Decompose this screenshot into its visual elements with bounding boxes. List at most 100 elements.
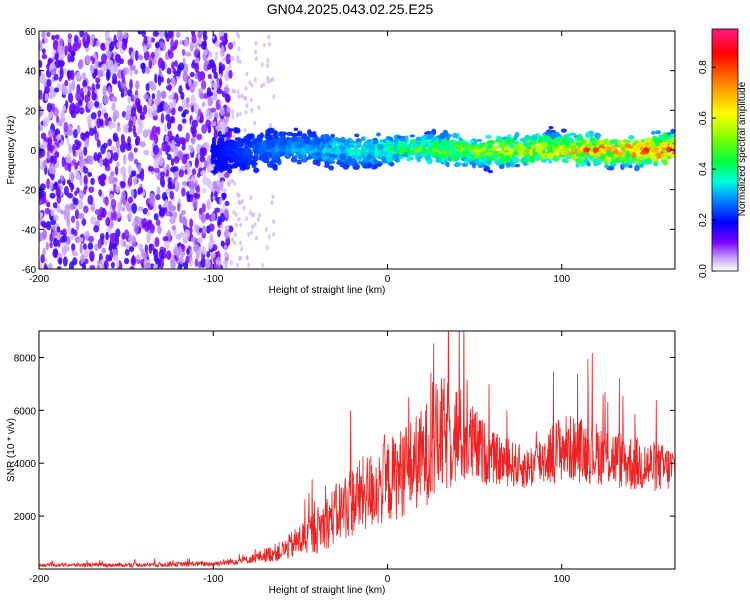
spectrogram-cell: [191, 33, 197, 44]
spectrogram-cell: [230, 178, 234, 184]
spectrogram-cell: [222, 259, 226, 265]
spectrogram-cell: [253, 221, 257, 227]
spectrogram-cell: [82, 86, 89, 94]
spectrogram-cell: [324, 160, 330, 166]
spectrogram-cell: [165, 250, 172, 261]
spectrogram-cell: [84, 31, 89, 38]
spectrogram-cell: [194, 73, 198, 80]
spectrogram-cell: [303, 145, 311, 152]
spectrogram-xtick-label: -200: [29, 274, 49, 285]
spectrogram-cell: [396, 143, 404, 150]
spectrogram-cell: [653, 156, 658, 163]
spectrogram-cell: [91, 57, 95, 65]
spectrogram-cell: [221, 172, 225, 178]
spectrogram-cell: [152, 31, 159, 38]
spectrogram-cell: [198, 207, 203, 215]
spectrogram-cell: [213, 71, 218, 80]
spectrogram-cell: [78, 189, 84, 200]
spectrogram-cell: [44, 207, 51, 215]
spectrogram-cell: [193, 49, 199, 58]
spectrogram-cell: [297, 152, 302, 156]
spectrogram-cell: [221, 162, 228, 168]
spectrogram-cell: [233, 180, 237, 186]
spectrogram-cell: [628, 164, 633, 169]
spectrogram-cell: [164, 135, 169, 143]
spectrogram-cell: [604, 137, 609, 144]
spectrogram-cell: [120, 181, 126, 189]
spectrogram-cell: [440, 138, 448, 144]
spectrogram-cell: [356, 155, 362, 162]
spectrogram-cell: [307, 155, 313, 160]
spectrogram-cell: [296, 143, 303, 149]
spectrogram-cell: [59, 59, 64, 67]
spectrogram-cell: [97, 110, 102, 118]
spectrogram-cell: [603, 164, 610, 169]
spectrogram-cell: [52, 202, 58, 209]
spectrogram-cell: [158, 31, 165, 38]
spectrogram-cell: [495, 139, 500, 143]
spectrogram-cell: [266, 63, 270, 69]
spectrogram-cell: [654, 130, 662, 135]
spectrogram-cell: [131, 221, 136, 227]
spectrogram-cell: [484, 165, 491, 172]
spectrogram-cell: [83, 131, 90, 138]
spectrogram-cell: [84, 258, 89, 265]
spectrogram-cell: [226, 95, 231, 102]
spectrogram-cell: [224, 263, 228, 269]
spectrogram-cell: [666, 131, 672, 136]
spectrogram-cell: [242, 95, 246, 101]
spectrogram-cell: [290, 143, 296, 149]
spectrogram-cell: [168, 101, 174, 110]
spectrogram-cell: [181, 181, 188, 187]
spectrogram-cell: [185, 101, 190, 109]
colorbar-label: Normalized spectral amplitude: [737, 81, 748, 216]
spectrogram-cell: [145, 83, 150, 92]
spectrogram-cell: [156, 126, 161, 136]
spectrogram-xlabel: Height of straight line (km): [269, 285, 386, 296]
spectrogram-cell: [220, 134, 227, 138]
colorbar-tick-label: 0.0: [698, 264, 709, 278]
spectrogram-cell: [201, 245, 206, 256]
spectrogram-cell: [409, 134, 416, 138]
spectrogram-cell: [90, 177, 95, 186]
spectrogram-cell: [120, 91, 125, 98]
spectrogram-cell: [40, 132, 47, 140]
spectrogram-cell: [127, 152, 135, 162]
spectrogram-cell: [72, 158, 76, 165]
spectrogram-cell: [139, 141, 146, 148]
spectrogram-cell: [122, 68, 126, 77]
spectrogram-cell: [125, 142, 132, 152]
spectrogram-cell: [67, 71, 71, 82]
spectrogram-cell: [259, 151, 265, 155]
spectrogram-cell: [169, 190, 174, 200]
spectrogram-cell: [272, 164, 278, 171]
spectrogram-cell: [607, 150, 615, 158]
spectrogram-cell: [59, 175, 65, 182]
spectrogram-cell: [66, 137, 70, 147]
spectrogram-cell: [238, 240, 242, 246]
spectrogram-cell: [160, 171, 166, 178]
spectrogram-cell: [199, 146, 205, 158]
spectrogram-cell: [399, 138, 407, 142]
spectrogram-cell: [98, 189, 103, 197]
spectrogram-cell: [201, 187, 207, 194]
spectrogram-cell: [325, 148, 333, 154]
spectrogram-cell: [49, 241, 53, 249]
spectrogram-cell: [88, 235, 95, 243]
spectrogram-cell: [123, 229, 130, 240]
spectrogram-cell: [139, 114, 146, 121]
spectrogram-cell: [81, 219, 86, 226]
spectrogram-cell: [166, 119, 172, 130]
snr-ylabel: SNR (10 * v/v): [6, 418, 17, 482]
spectrogram-cell: [503, 149, 509, 154]
spectrogram-cell: [105, 216, 111, 227]
spectrogram-cell: [70, 183, 75, 190]
spectrogram-cell: [367, 162, 372, 169]
spectrogram-cell: [612, 154, 617, 158]
spectrogram-cell: [123, 32, 128, 40]
spectrogram-cell: [405, 147, 412, 155]
spectrogram-cell: [377, 143, 384, 151]
spectrogram-cell: [274, 147, 280, 153]
spectrogram-cell: [132, 115, 137, 126]
spectrogram-cell: [201, 203, 206, 213]
